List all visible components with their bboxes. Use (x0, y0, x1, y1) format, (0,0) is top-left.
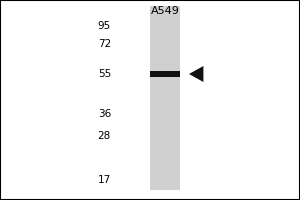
FancyBboxPatch shape (150, 71, 180, 77)
Text: 36: 36 (98, 109, 111, 119)
Text: 28: 28 (98, 131, 111, 141)
FancyBboxPatch shape (150, 6, 180, 190)
Text: 55: 55 (98, 69, 111, 79)
Text: 95: 95 (98, 21, 111, 31)
Text: A549: A549 (151, 6, 179, 16)
Text: 72: 72 (98, 39, 111, 49)
Polygon shape (189, 66, 203, 82)
Text: 17: 17 (98, 175, 111, 185)
